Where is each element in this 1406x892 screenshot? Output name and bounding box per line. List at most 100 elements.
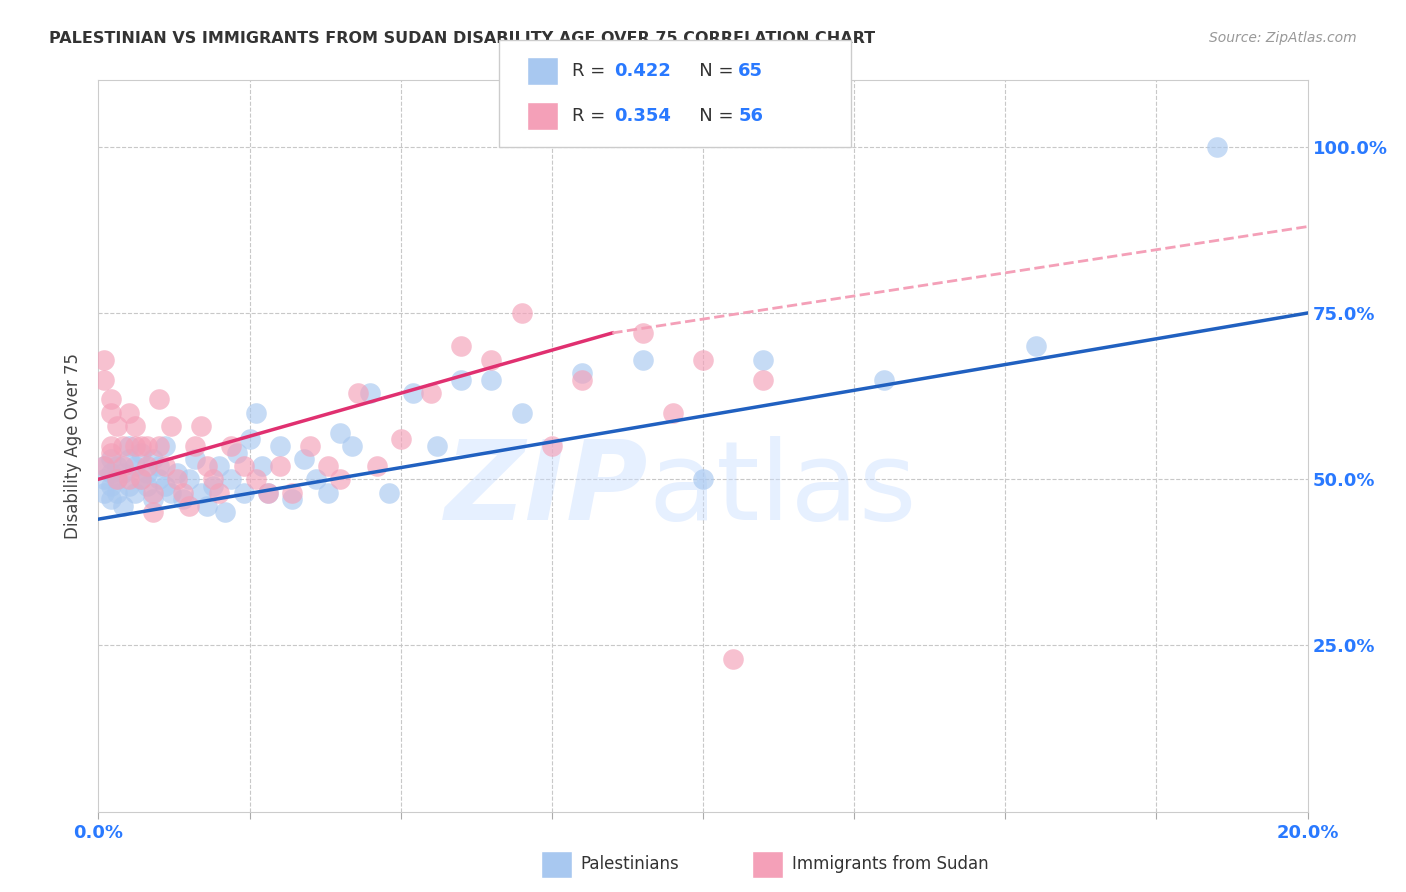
Point [360,385,382,400]
Point [195,499,218,513]
Point [118,472,141,486]
Point [195,458,218,473]
Point [202,472,225,486]
Point [450,372,472,386]
Text: R =: R = [572,107,612,125]
Point [153,458,176,473]
Point [226,445,249,459]
Point [245,406,267,420]
Point [166,472,188,486]
Point [316,485,339,500]
Text: PALESTINIAN VS IMMIGRANTS FROM SUDAN DISABILITY AGE OVER 75 CORRELATION CHART: PALESTINIAN VS IMMIGRANTS FROM SUDAN DIS… [49,31,876,46]
Point [179,472,201,486]
Point [221,439,243,453]
Point [208,485,231,500]
Point [540,439,562,453]
Text: 0.422: 0.422 [614,62,671,80]
Point [402,385,425,400]
Point [239,433,262,447]
Text: Palestinians: Palestinians [581,855,679,873]
Point [100,479,122,493]
Point [299,439,322,453]
Point [232,458,254,473]
Point [93,352,115,367]
Point [752,352,775,367]
Point [692,352,714,367]
Text: 56: 56 [738,107,763,125]
Point [142,506,165,520]
Text: 65: 65 [738,62,763,80]
Point [342,439,364,453]
Point [481,372,503,386]
Point [129,445,152,459]
Point [281,485,304,500]
Text: N =: N = [682,107,740,125]
Point [329,472,352,486]
Point [100,466,122,480]
Text: 0.354: 0.354 [614,107,671,125]
Point [184,452,207,467]
Point [129,472,152,486]
Point [100,492,122,507]
Point [250,458,273,473]
Point [190,485,212,500]
Point [420,385,443,400]
Point [208,458,231,473]
Point [142,492,165,507]
Point [148,392,170,407]
Text: Source: ZipAtlas.com: Source: ZipAtlas.com [1209,31,1357,45]
Text: R =: R = [572,62,612,80]
Point [153,439,176,453]
Point [111,499,134,513]
Point [269,458,291,473]
Text: N =: N = [682,62,740,80]
Point [571,372,593,386]
Point [135,479,157,493]
Point [148,458,170,473]
Point [93,472,115,486]
Point [129,472,152,486]
Point [160,419,183,434]
Point [661,406,683,420]
Point [93,485,115,500]
Point [118,452,141,467]
Point [105,485,128,500]
Y-axis label: Disability Age Over 75: Disability Age Over 75 [65,353,83,539]
Point [142,452,165,467]
Point [184,439,207,453]
Point [93,458,115,473]
Point [305,472,328,486]
Point [118,479,141,493]
Point [1024,339,1046,353]
Point [148,439,170,453]
Point [135,439,157,453]
Point [389,433,412,447]
Point [172,492,194,507]
Point [100,406,122,420]
Point [135,466,157,480]
Point [100,439,122,453]
Point [631,326,654,340]
Point [366,458,388,473]
Point [214,506,236,520]
Point [124,419,146,434]
Point [105,458,128,473]
Point [93,372,115,386]
Point [692,472,714,486]
Point [105,472,128,486]
Point [232,485,254,500]
Point [111,439,134,453]
Point [723,652,745,666]
Point [281,492,304,507]
Point [1206,140,1229,154]
Point [124,439,146,453]
Point [105,419,128,434]
Point [100,392,122,407]
Point [172,485,194,500]
Point [316,458,339,473]
Point [100,452,122,467]
Point [269,439,291,453]
Text: atlas: atlas [648,436,917,543]
Point [377,485,399,500]
Point [124,485,146,500]
